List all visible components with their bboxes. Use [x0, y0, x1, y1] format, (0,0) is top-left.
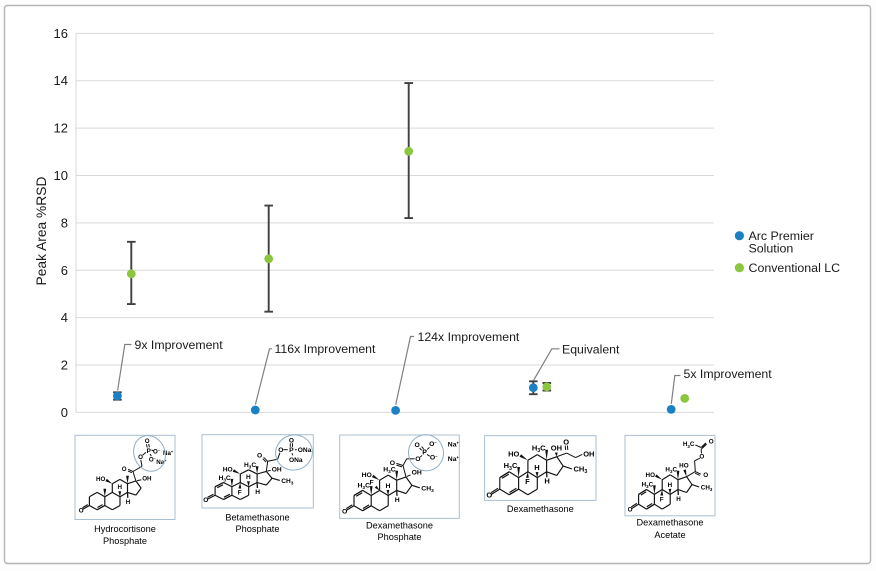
svg-text:CH3: CH3	[281, 478, 294, 486]
svg-text:HO: HO	[362, 472, 372, 479]
svg-text:Arc Premier: Arc Premier	[749, 229, 814, 243]
svg-text:H3C: H3C	[358, 482, 371, 491]
svg-text:F: F	[525, 477, 530, 486]
svg-text:O–: O–	[153, 448, 160, 455]
svg-text:P: P	[422, 450, 427, 457]
svg-text:O: O	[342, 508, 347, 515]
svg-text:Acetate: Acetate	[654, 530, 685, 540]
svg-text:2: 2	[61, 358, 68, 373]
svg-text:CH3: CH3	[421, 485, 434, 494]
svg-text:O: O	[138, 454, 143, 461]
svg-text:H3C: H3C	[642, 482, 654, 490]
svg-text:12: 12	[54, 121, 68, 136]
svg-text:Na+: Na+	[156, 459, 167, 466]
svg-text:P: P	[289, 447, 294, 454]
svg-text:HO: HO	[646, 472, 656, 479]
svg-text:H: H	[255, 489, 260, 496]
svg-text:H3C: H3C	[383, 466, 396, 475]
svg-text:CH3: CH3	[701, 485, 713, 493]
svg-text:OH: OH	[583, 450, 594, 459]
svg-text:HO: HO	[96, 476, 105, 483]
svg-text:O: O	[699, 453, 704, 460]
svg-text:H: H	[117, 484, 122, 491]
svg-text:Phosphate: Phosphate	[236, 524, 280, 534]
svg-text:F: F	[660, 497, 664, 504]
svg-text:O: O	[203, 497, 208, 504]
svg-text:Na+: Na+	[448, 441, 460, 449]
svg-text:O–: O–	[430, 454, 438, 462]
svg-text:O: O	[628, 507, 633, 514]
svg-text:ONa: ONa	[289, 457, 303, 464]
svg-text:O: O	[79, 507, 84, 514]
svg-text:O: O	[486, 490, 492, 499]
svg-text:H3C: H3C	[665, 466, 677, 474]
svg-text:4: 4	[61, 310, 68, 325]
svg-text:H: H	[668, 482, 673, 489]
svg-text:H3C: H3C	[532, 443, 546, 454]
svg-text:H3C: H3C	[504, 461, 518, 472]
svg-text:6: 6	[61, 263, 68, 278]
svg-text:0: 0	[61, 405, 68, 420]
svg-text:Dexamethasone: Dexamethasone	[507, 504, 574, 514]
svg-text:F: F	[369, 479, 373, 486]
svg-text:H: H	[126, 499, 131, 506]
svg-text:O–: O–	[429, 440, 437, 448]
svg-text:O: O	[257, 452, 262, 459]
svg-text:H: H	[676, 496, 681, 503]
svg-text:OH: OH	[142, 476, 152, 483]
svg-text:CH3: CH3	[574, 465, 588, 476]
svg-text:Na+: Na+	[163, 450, 174, 457]
svg-text:O: O	[415, 456, 420, 463]
svg-text:H: H	[395, 497, 400, 504]
svg-text:H3C: H3C	[219, 475, 231, 483]
svg-text:OH: OH	[272, 467, 282, 474]
svg-text:HO: HO	[679, 462, 689, 469]
svg-text:O–: O–	[149, 457, 156, 464]
svg-text:Betamethasone: Betamethasone	[225, 512, 289, 522]
svg-text:H3C: H3C	[683, 441, 695, 449]
svg-text:10: 10	[54, 168, 68, 183]
svg-text:P: P	[146, 448, 151, 455]
svg-text:O: O	[414, 442, 419, 449]
svg-text:HO: HO	[508, 450, 519, 459]
svg-text:Dexamethasone: Dexamethasone	[637, 518, 704, 528]
svg-text:H: H	[385, 483, 390, 490]
svg-text:8: 8	[61, 215, 68, 230]
svg-text:O: O	[390, 460, 395, 467]
svg-text:Peak Area %RSD: Peak Area %RSD	[34, 177, 49, 286]
svg-text:124x Improvement: 124x Improvement	[418, 330, 520, 344]
svg-text:16: 16	[54, 26, 68, 41]
svg-text:O: O	[563, 437, 569, 446]
svg-text:O: O	[145, 438, 150, 445]
svg-text:H: H	[534, 463, 539, 472]
svg-text:Equivalent: Equivalent	[562, 342, 620, 356]
svg-text:O: O	[709, 439, 714, 446]
svg-text:Dexamethasone: Dexamethasone	[366, 520, 433, 530]
svg-text:OH: OH	[412, 470, 422, 477]
svg-text:Na+: Na+	[448, 455, 460, 463]
svg-text:O: O	[289, 438, 294, 445]
svg-text:Phosphate: Phosphate	[378, 532, 422, 542]
svg-text:Phosphate: Phosphate	[103, 536, 147, 546]
svg-text:116x Improvement: 116x Improvement	[275, 342, 377, 356]
svg-text:H: H	[544, 476, 549, 485]
svg-text:Conventional LC: Conventional LC	[749, 261, 841, 275]
svg-text:O: O	[703, 472, 708, 479]
svg-text:O: O	[122, 466, 127, 473]
svg-text:9x Improvement: 9x Improvement	[135, 338, 224, 352]
svg-text:Hydrocortisone: Hydrocortisone	[94, 524, 156, 534]
svg-text:HO: HO	[223, 467, 233, 474]
svg-text:O: O	[278, 447, 283, 454]
svg-text:OH: OH	[551, 443, 562, 452]
svg-text:ONa: ONa	[298, 447, 312, 454]
svg-text:14: 14	[54, 73, 68, 88]
svg-text:Solution: Solution	[749, 241, 794, 255]
svg-text:F: F	[238, 490, 242, 497]
svg-text:H: H	[246, 474, 251, 481]
svg-text:5x Improvement: 5x Improvement	[684, 367, 773, 381]
svg-text:H3C: H3C	[244, 462, 256, 470]
